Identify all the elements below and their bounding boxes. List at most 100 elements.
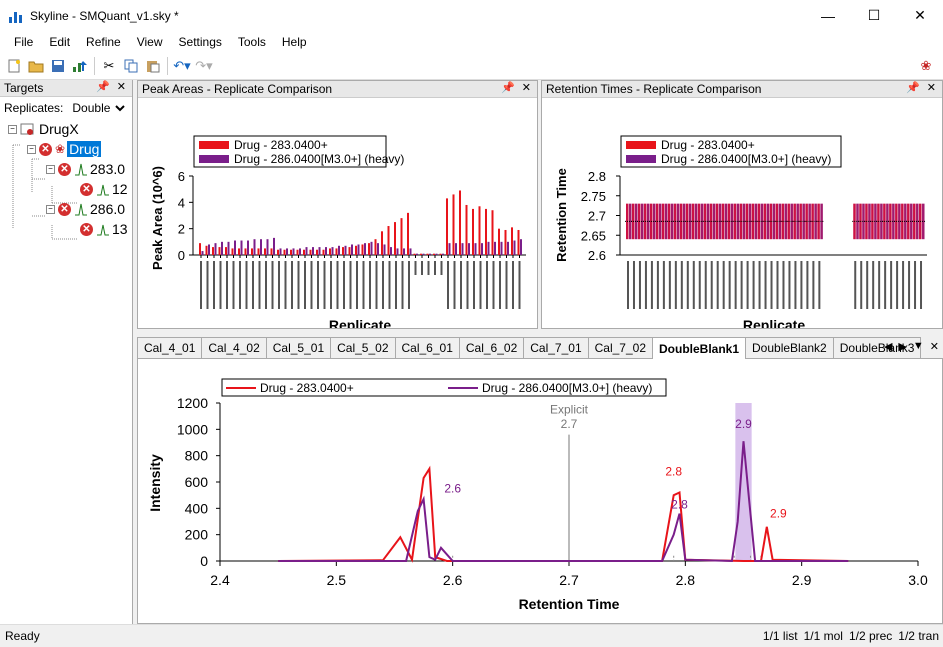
status-bar: Ready 1/1 list 1/1 mol 1/2 prec 1/2 tran <box>0 624 943 647</box>
bar-heavy <box>416 253 418 255</box>
tab-cal-7-01[interactable]: Cal_7_01 <box>523 337 589 358</box>
tree-item-label: 13 <box>112 221 128 237</box>
bar-heavy <box>455 243 457 255</box>
tab-cal-5-02[interactable]: Cal_5_02 <box>330 337 396 358</box>
tab-cal-6-02[interactable]: Cal_6_02 <box>458 337 525 358</box>
menu-edit[interactable]: Edit <box>49 35 71 49</box>
save-icon[interactable] <box>47 55 69 77</box>
minimize-button[interactable]: — <box>821 7 835 24</box>
menu-settings[interactable]: Settings <box>178 35 222 49</box>
bar-light <box>420 253 422 255</box>
collapse-icon[interactable]: − <box>46 204 55 214</box>
menu-file[interactable]: File <box>14 35 34 49</box>
rt-bar-heavy <box>814 203 817 240</box>
tree-item-transition-13[interactable]: ✕ 13 <box>80 221 128 237</box>
close-icon[interactable]: ✕ <box>926 82 936 94</box>
error-icon: ✕ <box>80 222 93 236</box>
bar-heavy <box>520 239 522 255</box>
tab-doubleblank3[interactable]: DoubleBlank3 <box>832 337 922 358</box>
x-tick-label-glyph <box>473 261 475 309</box>
status-prec-count: 1/2 prec <box>848 629 893 643</box>
explicit-rt-label: 2.7 <box>561 417 578 431</box>
open-folder-icon[interactable] <box>25 55 47 77</box>
pin-icon[interactable]: 📌 <box>906 82 920 94</box>
tab-doubleblank2[interactable]: DoubleBlank2 <box>745 337 834 358</box>
new-document-icon[interactable] <box>3 55 25 77</box>
redo-icon[interactable]: ↷▾ <box>195 58 213 73</box>
bar-light <box>322 249 325 255</box>
x-tick-label-glyph <box>323 261 326 309</box>
error-icon: ✕ <box>39 142 52 156</box>
collapse-icon[interactable]: − <box>8 124 17 134</box>
bar-heavy <box>370 241 373 255</box>
y-tick-label: 2.6 <box>588 248 606 263</box>
chromatogram-chart[interactable]: 0 200 400 600 800 1000 1200 2.4 2.5 2.6 2.7 2.8 2.9 3… <box>138 359 943 624</box>
close-icon[interactable]: ✕ <box>116 81 126 93</box>
bar-light <box>413 253 416 255</box>
rt-bar-heavy <box>670 203 674 240</box>
tab-cal-7-02[interactable]: Cal_7_02 <box>587 337 653 358</box>
x-tick-label-glyph <box>421 261 423 275</box>
close-icon[interactable]: ✕ <box>929 341 939 353</box>
peak-areas-chart[interactable]: 0 2 4 6 Drug - 283.0400+Drug - 286.0400[M3.0… <box>138 98 537 333</box>
status-list-count: 1/1 list <box>762 629 798 643</box>
close-button[interactable]: ✕ <box>914 7 926 23</box>
bar-light <box>218 247 221 255</box>
collapse-icon[interactable]: − <box>27 144 36 154</box>
tab-cal-5-01[interactable]: Cal_5_01 <box>265 337 332 358</box>
close-icon[interactable]: ✕ <box>521 82 531 94</box>
bar-light <box>212 247 214 255</box>
x-tick-label: 2.4 <box>210 572 230 588</box>
tree-item-precursor-283[interactable]: − ✕ 283.0 <box>46 161 125 177</box>
precursor-peak-icon <box>75 163 87 176</box>
y-tick-label: 400 <box>185 500 209 516</box>
rt-bar-heavy <box>640 203 644 240</box>
x-tick-label-glyph <box>674 261 677 309</box>
rt-bar-heavy <box>706 203 710 240</box>
copy-icon[interactable] <box>120 55 142 77</box>
menu-refine[interactable]: Refine <box>86 35 121 49</box>
collapse-icon[interactable]: − <box>46 164 55 174</box>
x-tick-label-glyph <box>284 261 287 309</box>
paste-icon[interactable] <box>142 55 164 77</box>
y-tick-label: 4 <box>178 195 185 210</box>
pin-icon[interactable]: 📌 <box>501 82 515 94</box>
molecule-icon[interactable]: ❀ <box>920 58 932 73</box>
legend-box <box>221 378 667 397</box>
rt-bar-heavy <box>634 203 638 240</box>
menu-help[interactable]: Help <box>281 35 307 49</box>
tab-cal-4-02[interactable]: Cal_4_02 <box>201 337 267 358</box>
menu-tools[interactable]: Tools <box>237 35 266 49</box>
legend-label-light: Drug - 283.0400+ <box>661 138 755 152</box>
x-tick-label: 2.5 <box>327 572 347 588</box>
tab-doubleblank1[interactable]: DoubleBlank1 <box>652 337 747 359</box>
pin-icon[interactable]: 📌 <box>96 81 110 93</box>
replicates-select[interactable]: Double <box>67 99 130 117</box>
retention-times-chart[interactable]: 2.6 2.65 2.7 2.75 2.8 Drug - 283.0400+Drug - … <box>542 98 942 333</box>
rt-bar-heavy <box>862 203 865 240</box>
trace-light <box>278 465 849 563</box>
tab-list-icon[interactable]: ▼ <box>912 340 924 352</box>
x-tick-label-glyph <box>812 261 815 309</box>
maximize-button[interactable]: ☐ <box>867 7 881 23</box>
tab-cal-6-01[interactable]: Cal_6_01 <box>394 337 460 358</box>
menu-view[interactable]: View <box>136 35 163 49</box>
bar-light <box>433 253 435 255</box>
x-tick-label-glyph <box>265 261 267 309</box>
x-tick-label-glyph <box>343 261 345 309</box>
tab-cal-4-01[interactable]: Cal_4_01 <box>137 337 203 358</box>
tree-item-drugx[interactable]: − DrugX <box>8 121 79 137</box>
undo-icon[interactable]: ↶▾ <box>173 58 191 73</box>
legend-box <box>620 135 842 168</box>
tree-item-precursor-286[interactable]: − ✕ 286.0 <box>46 201 125 217</box>
scroll-right-icon[interactable]: ▶ <box>898 341 907 353</box>
tree-item-drug[interactable]: − ✕ ❀ Drug <box>27 141 102 157</box>
x-axis-label: Replicate <box>743 317 805 328</box>
cut-icon[interactable]: ✂ <box>103 58 115 73</box>
bar-light <box>485 208 487 255</box>
bar-light <box>394 222 396 255</box>
scroll-left-icon[interactable]: ◀ <box>883 341 893 353</box>
tree-item-transition-12[interactable]: ✕ 12 <box>80 181 128 197</box>
y-tick-label: 2.75 <box>581 189 606 204</box>
import-results-icon[interactable] <box>69 55 91 77</box>
